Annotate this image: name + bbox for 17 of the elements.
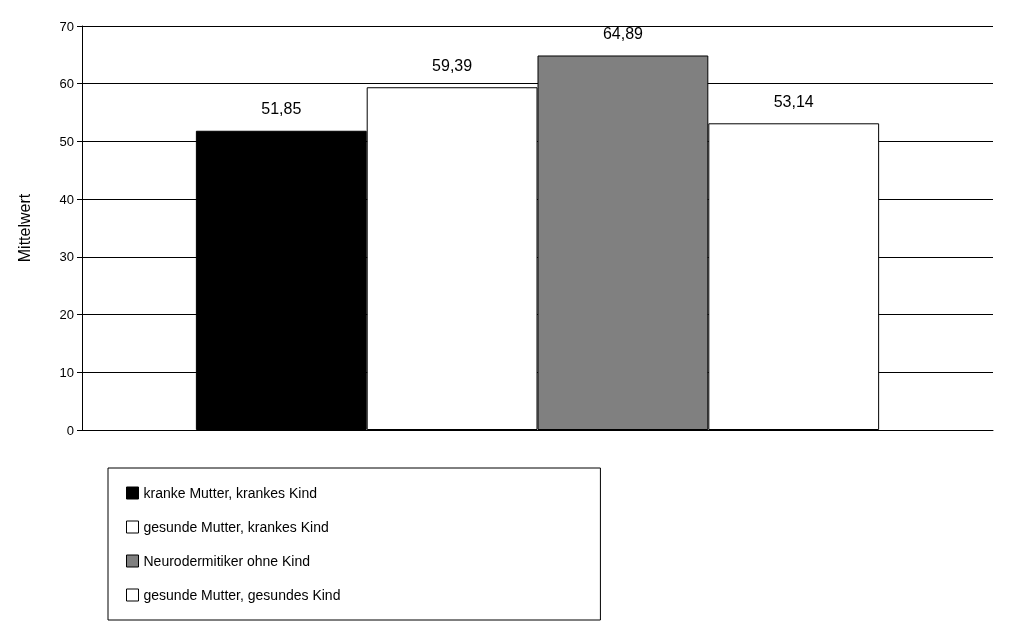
y-axis-title: Mittelwert: [15, 193, 33, 263]
y-tick-label: 40: [59, 191, 74, 207]
y-tick-label: 50: [59, 133, 74, 149]
y-tick-label: 70: [59, 18, 74, 34]
y-tick-label: 10: [59, 364, 74, 380]
legend-label: gesunde Mutter, krankes Kind: [143, 519, 329, 535]
data-label: 64,89: [602, 24, 644, 42]
data-label: 51,85: [261, 100, 302, 118]
data-label: 59,39: [432, 56, 473, 74]
legend-label: kranke Mutter, krankes Kind: [143, 485, 318, 501]
y-tick-label: 30: [59, 249, 74, 265]
y-tick-label: 20: [59, 307, 74, 323]
data-label: 53,14: [773, 92, 814, 110]
y-tick-label: 60: [59, 76, 74, 92]
legend-label: Neurodermitiker ohne Kind: [143, 553, 311, 569]
legend-label: gesunde Mutter, gesundes Kind: [143, 587, 341, 603]
y-tick-label: 0: [66, 422, 74, 438]
